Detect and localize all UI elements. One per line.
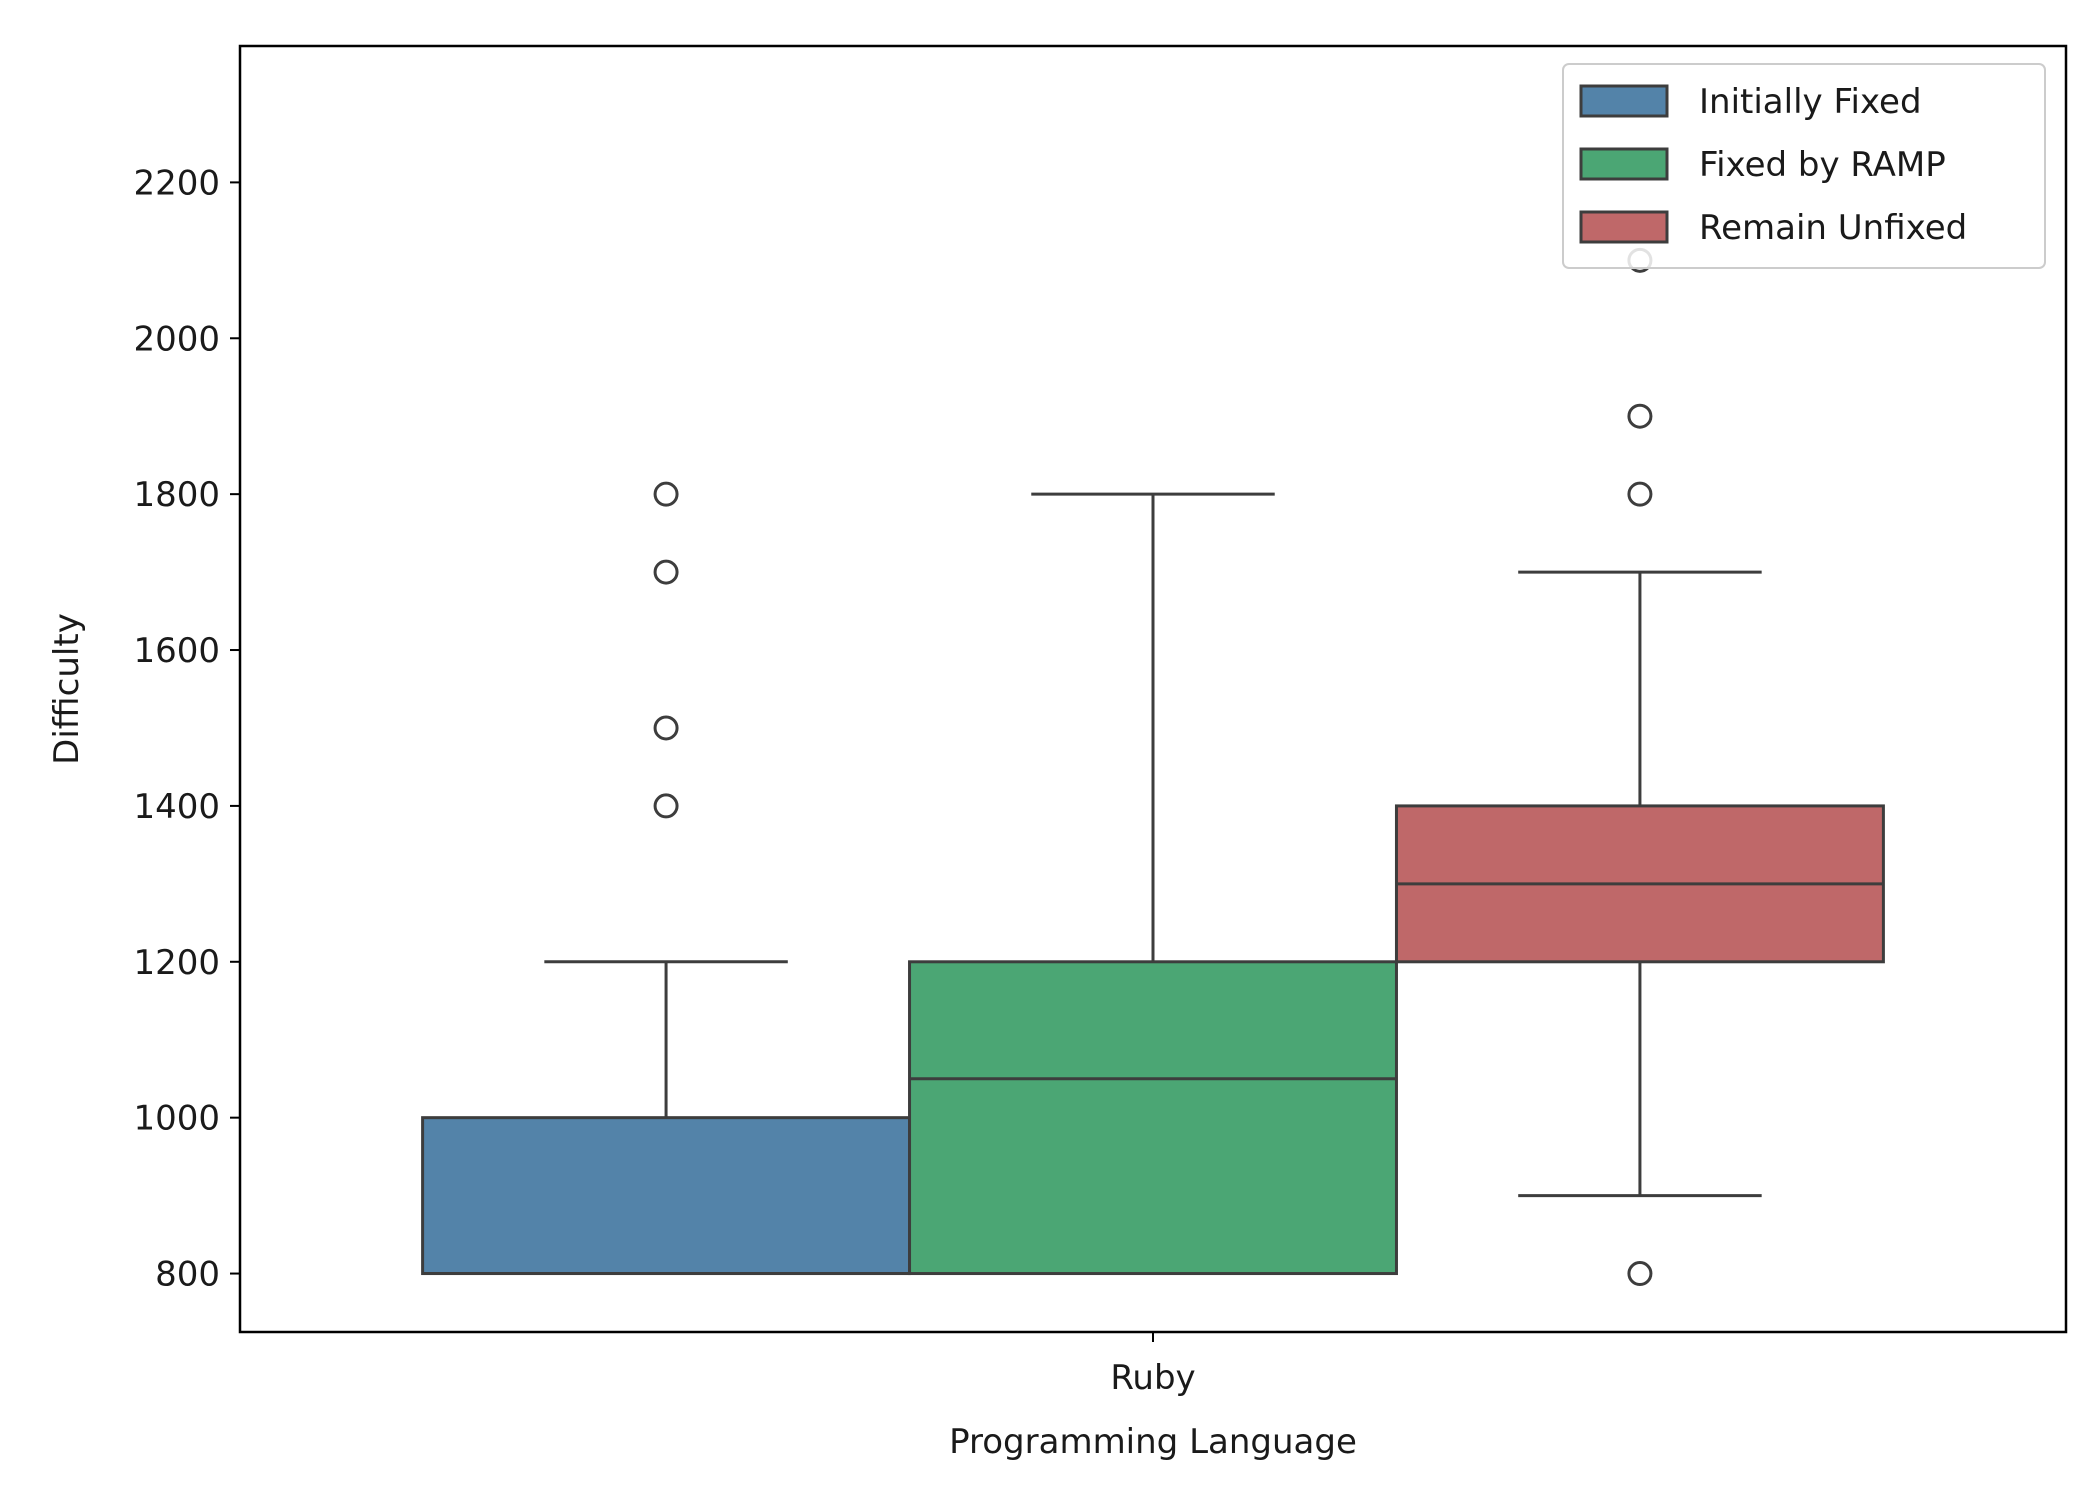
legend-label: Remain Unfixed: [1699, 208, 1967, 248]
y-tick-label: 1400: [133, 787, 220, 827]
y-tick-label: 800: [155, 1255, 220, 1295]
legend-swatch: [1579, 210, 1669, 244]
y-tick-label: 1600: [133, 631, 220, 671]
x-tick-label: Ruby: [1110, 1358, 1195, 1398]
outlier-point: [653, 715, 679, 741]
legend-swatch: [1579, 84, 1669, 118]
y-tick-label: 2000: [133, 319, 220, 359]
outlier-point: [653, 481, 679, 507]
outlier-point: [653, 559, 679, 585]
legend: Initially Fixed Fixed by RAMP Remain Unfix…: [1562, 63, 2046, 269]
y-axis-title: Difficulty: [47, 613, 87, 765]
box-iqr: [908, 960, 1398, 1276]
y-tick-label: 1000: [133, 1099, 220, 1139]
outlier-point: [653, 793, 679, 819]
box-initially-fixed: [421, 481, 912, 1276]
box-fixed-by-ramp: [908, 492, 1398, 1276]
legend-label: Initially Fixed: [1699, 82, 1922, 122]
y-tick-label: 1800: [133, 475, 220, 515]
box-remain-unfixed: [1394, 247, 1885, 1287]
legend-swatch: [1579, 147, 1669, 181]
outlier-point: [1627, 481, 1653, 507]
outlier-point: [1627, 403, 1653, 429]
legend-label: Fixed by RAMP: [1699, 145, 1946, 185]
legend-frame: [1562, 63, 2046, 269]
outlier-point: [1627, 1261, 1653, 1287]
x-axis-title: Programming Language: [949, 1422, 1357, 1462]
y-tick-label: 1200: [133, 943, 220, 983]
box-iqr: [421, 1116, 912, 1276]
y-tick-label: 2200: [133, 163, 220, 203]
